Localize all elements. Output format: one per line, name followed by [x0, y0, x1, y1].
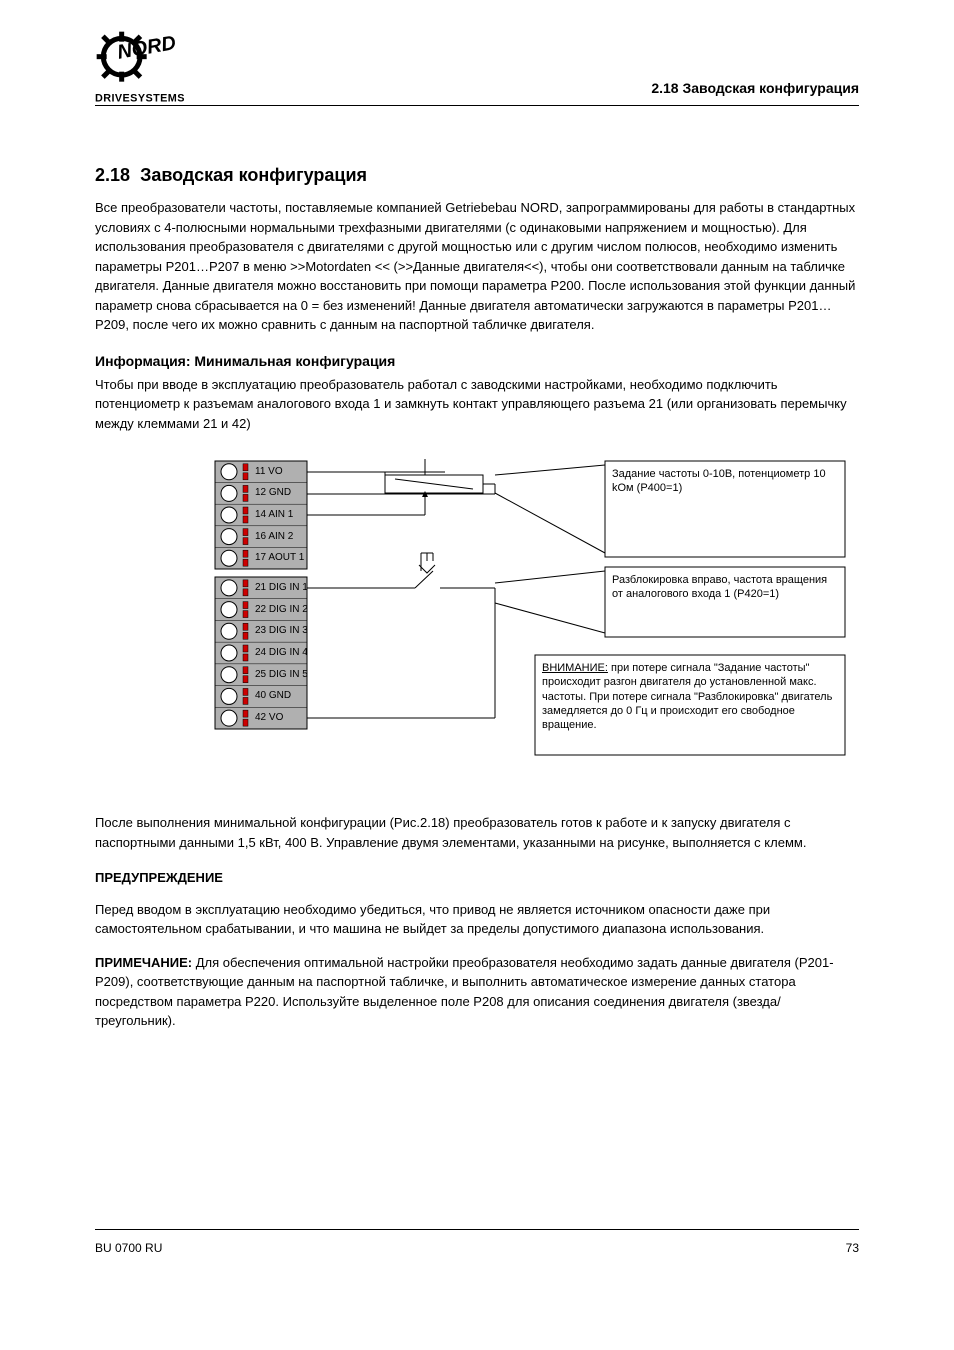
diagram-callout-1: Задание частоты 0-10В, потенциометр 10 k… [612, 467, 838, 496]
terminal-label: 40 GND [255, 691, 291, 701]
section-number: 2.18 [95, 165, 130, 185]
section-heading: 2.18 Заводская конфигурация [95, 165, 859, 186]
terminal-label: 17 AOUT 1 [255, 553, 304, 563]
terminal-label: 24 DIG IN 4 [255, 648, 308, 658]
wiring-diagram: 11 VO 12 GND 14 AIN 1 16 AIN 2 17 AOUT 1 21 D… [95, 453, 855, 783]
diagram-callout-2: Разблокировка вправо, частота вращения о… [612, 573, 838, 602]
footer-page-number: 73 [846, 1241, 859, 1255]
section-title-text: Заводская конфигурация [140, 165, 367, 185]
header-section-ref: 2.18 Заводская конфигурация [651, 80, 859, 96]
terminal-label: 21 DIG IN 1 [255, 583, 308, 593]
brand-logo: NORD DRIVESYSTEMS [95, 30, 195, 110]
terminal-label: 23 DIG IN 3 [255, 626, 308, 636]
terminal-label: 25 DIG IN 5 [255, 670, 308, 680]
intro-paragraph: Все преобразователи частоты, поставляемы… [95, 198, 859, 335]
diagram-note: ВНИМАНИЕ: при потере сигнала "Задание ча… [542, 661, 838, 732]
note2-title: ПРИМЕЧАНИЕ: [95, 955, 192, 970]
diagram-note-underline: ВНИМАНИЕ: [542, 662, 608, 674]
info-box-title: Информация: Минимальная конфигурация [95, 353, 859, 369]
closing-paragraph: После выполнения минимальной конфигураци… [95, 813, 859, 852]
caution-title: ПРЕДУПРЕЖДЕНИЕ [95, 868, 859, 888]
terminal-label: 14 AIN 1 [255, 510, 293, 520]
note2-paragraph: Для обеспечения оптимальной настройки пр… [95, 955, 834, 1029]
terminal-label: 22 DIG IN 2 [255, 605, 308, 615]
caution-paragraph: Перед вводом в эксплуатацию необходимо у… [95, 900, 859, 939]
terminal-label: 12 GND [255, 488, 291, 498]
header-rule [95, 105, 859, 106]
svg-text:DRIVESYSTEMS: DRIVESYSTEMS [95, 93, 185, 105]
info-paragraph: Чтобы при вводе в эксплуатацию преобразо… [95, 375, 859, 434]
terminal-label: 11 VO [255, 467, 283, 477]
terminal-label: 16 AIN 2 [255, 532, 293, 542]
footer-doc-id: BU 0700 RU [95, 1241, 162, 1255]
terminal-label: 42 VO [255, 713, 283, 723]
footer-rule [95, 1229, 859, 1230]
